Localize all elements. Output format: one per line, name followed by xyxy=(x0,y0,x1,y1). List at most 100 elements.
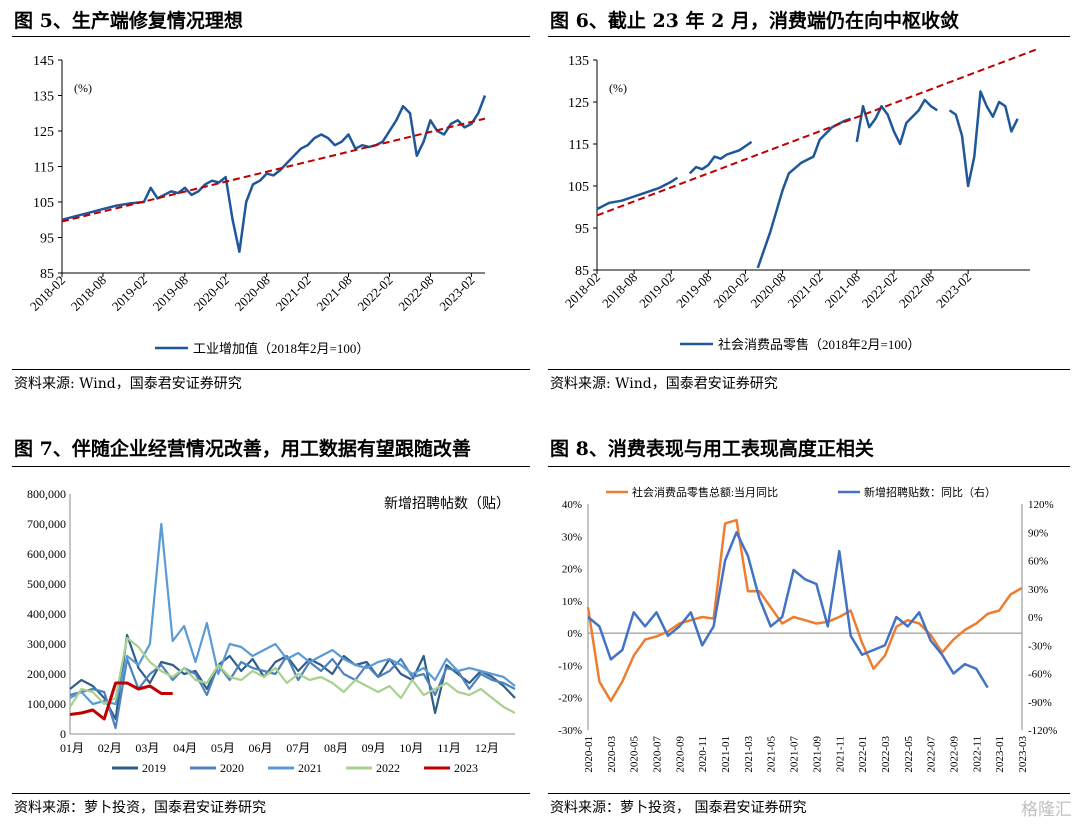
x-tick-label: 2021-01 xyxy=(720,736,732,773)
title-rule xyxy=(12,466,530,467)
series-line xyxy=(61,95,487,253)
x-tick-label: 2021-02 xyxy=(785,270,826,311)
x-tick-label: 2021-05 xyxy=(766,736,778,773)
y-tick-label: 85 xyxy=(575,264,589,279)
chart-annotation: 新增招聘帖数（贴） xyxy=(384,496,510,512)
watermark: 格隆汇 xyxy=(1021,800,1072,820)
x-tick-label: 2019-08 xyxy=(150,273,191,314)
y-tick-label: 105 xyxy=(568,180,589,195)
x-tick-label: 07月 xyxy=(286,741,310,755)
legend-label: 2022 xyxy=(376,761,400,775)
x-tick-label: 2018-08 xyxy=(68,273,109,314)
left-y-tick-label: -30% xyxy=(558,725,582,737)
trend-line xyxy=(596,48,1037,217)
source-rule xyxy=(548,793,1070,794)
right-y-tick-label: -120% xyxy=(1028,725,1057,737)
x-tick-label: 08月 xyxy=(324,741,348,755)
right-y-tick-label: 120% xyxy=(1028,499,1054,511)
x-tick-label: 2020-02 xyxy=(710,270,751,311)
series-line xyxy=(756,117,852,269)
panel-title: 图 5、生产端修复情况理想 xyxy=(14,10,243,32)
x-tick-label: 2020-08 xyxy=(232,273,273,314)
y-tick-label: 95 xyxy=(575,222,589,237)
x-tick-label: 12月 xyxy=(475,741,499,755)
x-tick-label: 2018-08 xyxy=(599,270,640,311)
source-rule xyxy=(12,793,530,794)
x-tick-label: 2020-08 xyxy=(747,270,788,311)
x-tick-label: 02月 xyxy=(98,741,122,755)
y-tick-label: 800,000 xyxy=(27,487,66,501)
title-rule xyxy=(548,466,1070,467)
legend-label: 工业增加值（2018年2月=100） xyxy=(193,341,369,356)
y-tick-label: 115 xyxy=(34,161,54,176)
x-tick-label: 04月 xyxy=(173,741,197,755)
y-tick-label: 115 xyxy=(569,138,589,153)
unit-label: (%) xyxy=(74,81,92,95)
x-tick-label: 10月 xyxy=(399,741,423,755)
x-tick-label: 2021-08 xyxy=(822,270,863,311)
x-tick-label: 2023-02 xyxy=(436,273,477,314)
panel-title: 图 7、伴随企业经营情况改善，用工数据有望跟随改善 xyxy=(14,438,471,460)
series-line xyxy=(69,636,516,714)
series-line xyxy=(69,654,516,730)
panel-fig6: 图 6、截止 23 年 2 月，消费端仍在向中枢收敛 85 95 105 115 125… xyxy=(540,0,1080,412)
x-tick-label: 2022-02 xyxy=(354,273,395,314)
x-tick-label: 2020-03 xyxy=(606,736,618,773)
legend-label: 社会消费品零售总额:当月同比 xyxy=(632,485,778,499)
y-tick-label: 95 xyxy=(40,232,54,247)
x-tick-label: 2022-07 xyxy=(926,736,938,773)
x-tick-label: 2020-07 xyxy=(652,736,664,773)
y-tick-label: 0 xyxy=(60,727,66,741)
x-tick-label: 2019-02 xyxy=(636,270,677,311)
x-tick-label: 2022-08 xyxy=(395,273,436,314)
right-y-tick-label: -90% xyxy=(1028,697,1052,709)
x-tick-label: 2022-01 xyxy=(857,736,869,773)
series-line xyxy=(596,176,679,211)
y-tick-label: 135 xyxy=(568,54,589,69)
source-note: 资料来源：萝卜投资，国泰君安证券研究 xyxy=(14,800,266,816)
x-tick-label: 2022-08 xyxy=(896,270,937,311)
y-tick-label: 200,000 xyxy=(27,667,66,681)
chart-fig8: -30% -20% -10% 0% 10% 20% 30% 40% -120% -90% -60% -… xyxy=(558,485,1057,773)
left-y-tick-label: 10% xyxy=(562,596,582,608)
x-tick-label: 2019-02 xyxy=(109,273,150,314)
series-line xyxy=(586,518,1023,703)
y-tick-label: 400,000 xyxy=(27,607,66,621)
y-tick-label: 85 xyxy=(40,267,54,282)
left-y-tick-label: 40% xyxy=(562,499,582,511)
panel-title: 图 8、消费表现与用工表现高度正相关 xyxy=(550,438,874,460)
unit-label: (%) xyxy=(609,81,627,95)
series-line xyxy=(69,522,516,706)
x-tick-label: 2022-02 xyxy=(859,270,900,311)
y-tick-label: 500,000 xyxy=(27,577,66,591)
x-tick-label: 2019-08 xyxy=(673,270,714,311)
x-tick-label: 2023-02 xyxy=(933,270,974,311)
x-tick-label: 03月 xyxy=(135,741,159,755)
x-tick-label: 01月 xyxy=(60,741,84,755)
series-line xyxy=(948,90,1019,188)
x-tick-label: 2020-02 xyxy=(191,273,232,314)
source-note: 资料来源: Wind，国泰君安证券研究 xyxy=(550,376,778,392)
y-tick-label: 300,000 xyxy=(27,637,66,651)
y-tick-label: 135 xyxy=(33,90,54,105)
x-tick-label: 2020-11 xyxy=(697,736,709,772)
chart-fig7: 0 100,000 200,000 300,000 400,000 500,000 600,… xyxy=(27,487,516,775)
left-y-tick-label: 30% xyxy=(562,531,582,543)
panel-fig7: 图 7、伴随企业经营情况改善，用工数据有望跟随改善 0 100,000 200,00… xyxy=(0,412,540,824)
x-tick-label: 2023-03 xyxy=(1017,736,1029,773)
x-tick-label: 05月 xyxy=(211,741,235,755)
panel-title: 图 6、截止 23 年 2 月，消费端仍在向中枢收敛 xyxy=(550,10,959,32)
x-tick-label: 2020-05 xyxy=(629,736,641,773)
y-tick-label: 105 xyxy=(33,196,54,211)
series-line xyxy=(69,633,516,721)
x-tick-label: 2021-09 xyxy=(811,736,823,773)
x-tick-label: 2022-05 xyxy=(903,736,915,773)
legend-label: 2023 xyxy=(454,761,478,775)
left-y-tick-label: 0% xyxy=(567,628,582,640)
right-y-tick-label: 0% xyxy=(1028,612,1043,624)
right-y-tick-label: 90% xyxy=(1028,527,1048,539)
x-tick-label: 2023-01 xyxy=(994,736,1006,773)
x-tick-label: 2021-02 xyxy=(272,273,313,314)
x-tick-label: 2022-11 xyxy=(971,736,983,772)
legend-label: 2020 xyxy=(220,761,244,775)
